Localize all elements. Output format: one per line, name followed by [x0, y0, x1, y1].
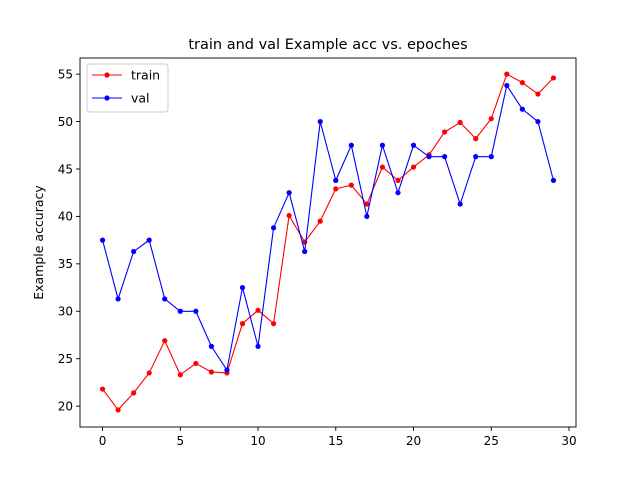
data-point-train [488, 116, 494, 122]
data-point-train [146, 370, 152, 376]
data-point-train [348, 182, 354, 188]
data-point-val [535, 118, 541, 125]
data-point-train [286, 212, 292, 219]
data-point-val [457, 201, 463, 207]
data-point-train [364, 201, 370, 207]
data-point-val [410, 142, 417, 148]
y-tick-label: 40 [58, 210, 73, 224]
data-point-val [473, 154, 479, 160]
data-point-val [426, 154, 432, 160]
data-point-val [550, 177, 557, 183]
data-point-val [162, 296, 168, 302]
data-point-val [488, 154, 494, 160]
data-point-val [239, 284, 246, 291]
data-point-val [255, 343, 261, 349]
data-point-val [131, 248, 137, 255]
data-point-train [255, 307, 261, 313]
data-point-val [302, 248, 308, 255]
y-axis-label: Example accuracy [31, 185, 46, 300]
data-point-val [348, 142, 354, 148]
data-point-val [193, 308, 199, 314]
data-point-train [410, 164, 417, 170]
data-point-val [224, 367, 230, 373]
axes-frame [79, 57, 577, 428]
data-point-val [317, 118, 323, 125]
series-layer [99, 71, 557, 413]
y-tick-label: 55 [58, 67, 73, 81]
y-tick-label: 30 [58, 305, 73, 319]
y-tick-label: 20 [58, 399, 73, 413]
data-point-train [504, 71, 510, 77]
data-point-train [473, 136, 479, 142]
data-point-train [193, 360, 199, 367]
y-tick-label: 25 [58, 352, 73, 366]
legend-label-val: val [131, 91, 150, 106]
data-point-train [519, 80, 525, 86]
data-point-val [395, 190, 401, 196]
legend-marker-val [104, 95, 110, 101]
y-tick-label: 35 [58, 257, 73, 271]
data-point-train [131, 390, 137, 396]
axes-layer: 0 5 10 15 20 25 30 20 25 30 35 40 45 50 55 [58, 57, 577, 448]
data-point-val [333, 177, 339, 183]
data-point-val [442, 154, 448, 160]
data-point-val [364, 213, 370, 220]
data-point-train [270, 321, 277, 327]
data-point-train [99, 386, 106, 392]
data-point-val [208, 343, 214, 349]
data-point-train [395, 177, 401, 183]
data-point-val [146, 237, 152, 243]
data-point-val [286, 190, 292, 196]
chart-title: train and val Example acc vs. epoches [188, 37, 467, 53]
data-point-train [333, 186, 339, 192]
legend: train val [86, 63, 169, 113]
data-point-val [519, 106, 525, 112]
data-point-train [550, 75, 557, 81]
data-point-val [379, 142, 386, 148]
data-point-train [535, 91, 541, 97]
data-point-train [442, 129, 448, 135]
x-tick-label: 10 [250, 434, 265, 448]
data-point-val [270, 225, 277, 231]
series-line-train [102, 73, 554, 411]
data-point-val [115, 296, 121, 302]
data-point-train [457, 119, 463, 126]
data-point-train [162, 338, 168, 344]
data-point-val [99, 237, 106, 243]
legend-marker-train [104, 72, 110, 78]
data-point-train [177, 372, 183, 378]
data-point-train [239, 321, 246, 327]
x-tick-label: 15 [328, 434, 343, 448]
data-point-train [115, 407, 121, 413]
data-point-train [208, 369, 214, 375]
x-tick-label: 5 [176, 434, 184, 448]
legend-label-train: train [131, 68, 160, 83]
x-tick-label: 30 [561, 434, 576, 448]
y-tick-label: 50 [58, 115, 73, 129]
x-tick-label: 25 [484, 434, 499, 448]
x-tick-label: 20 [406, 434, 421, 448]
data-point-train [379, 164, 386, 170]
data-point-val [177, 308, 183, 314]
y-tick-label: 45 [58, 162, 73, 176]
data-point-val [504, 82, 510, 89]
x-tick-label: 0 [99, 434, 107, 448]
plot-area [80, 58, 576, 427]
data-point-train [317, 218, 323, 224]
